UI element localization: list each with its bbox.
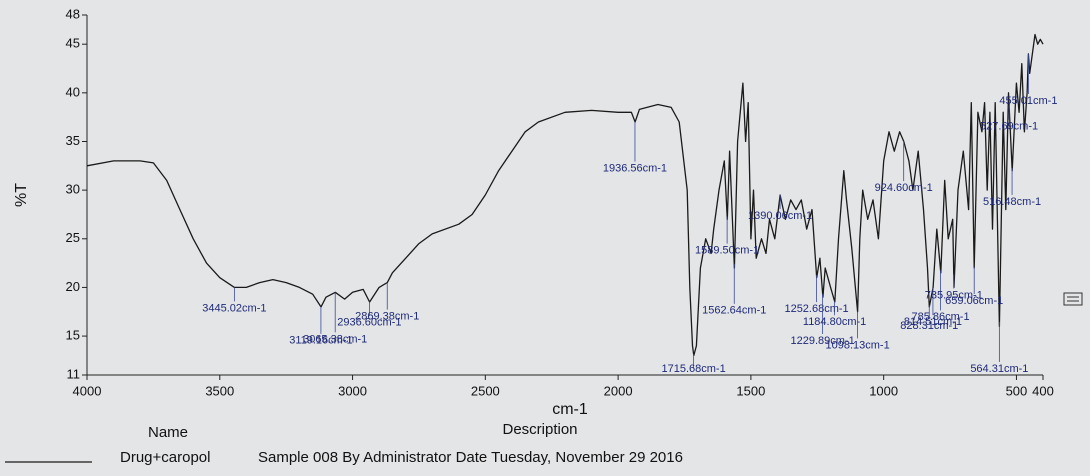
peak-label: 1229.89cm-1 (791, 335, 855, 347)
x-tick-label: 3000 (338, 383, 367, 398)
y-tick-label: 15 (66, 328, 80, 343)
peak-label: 3065.38cm-1 (303, 333, 367, 345)
y-tick-label: 45 (66, 36, 80, 51)
peak-label: 1098.13cm-1 (825, 339, 889, 351)
peak-label: 2936.60cm-1 (337, 317, 401, 329)
peak-label: 828.31cm-1 (900, 320, 958, 332)
x-tick-label: 2000 (604, 383, 633, 398)
x-tick-label: 2500 (471, 383, 500, 398)
x-tick-label: 4000 (73, 383, 102, 398)
y-tick-label: 20 (66, 279, 80, 294)
peak-label: 1715.68cm-1 (662, 363, 726, 375)
peak-label: 659.06cm-1 (945, 295, 1003, 307)
peak-label: 1390.06cm-1 (748, 210, 812, 222)
x-tick-label: 1500 (736, 383, 765, 398)
peak-label: 1252.68cm-1 (784, 303, 848, 315)
peak-label: 516.48cm-1 (983, 196, 1041, 208)
x-axis-label: cm-1 (552, 401, 588, 418)
peak-label: 2869.38cm-1 (355, 311, 419, 323)
x-tick-label: 1000 (869, 383, 898, 398)
peak-label: 1562.64cm-1 (702, 305, 766, 317)
y-axis-label: %T (13, 183, 30, 207)
y-tick-label: 25 (66, 230, 80, 245)
x-tick-label: 400 (1032, 383, 1054, 398)
peak-label: 3445.02cm-1 (202, 302, 266, 314)
menu-icon[interactable] (1063, 292, 1083, 306)
peak-label: 564.31cm-1 (970, 363, 1028, 375)
y-tick-label: 35 (66, 133, 80, 148)
icon-frame[interactable] (1063, 292, 1083, 306)
peak-label: 814.51cm-1 (904, 316, 962, 328)
y-tick-label: 40 (66, 84, 80, 99)
y-tick-label: 30 (66, 182, 80, 197)
peak-label: 1184.80cm-1 (803, 316, 866, 328)
legend-label: Drug+caropol (120, 449, 210, 466)
x-tick-label: 3500 (205, 383, 234, 398)
y-tick-label: 48 (66, 6, 80, 21)
peak-label: 735.95cm-1 (925, 289, 983, 301)
legend-description: Sample 008 By Administrator Date Tuesday… (258, 449, 683, 466)
x-tick-label: 500 (1006, 383, 1028, 398)
legend-header: Description (502, 421, 577, 438)
legend-header: Name (148, 424, 188, 441)
peak-label: 1936.56cm-1 (603, 163, 667, 175)
peak-label: 924.60cm-1 (875, 182, 933, 194)
y-tick-label: 11 (67, 366, 81, 381)
peak-label: 527.69cm-1 (980, 121, 1038, 133)
peak-label: 3119.16cm-1 (289, 335, 352, 347)
peak-label: 1589.50cm-1 (695, 245, 759, 257)
peak-label: 455.01cm-1 (999, 95, 1057, 107)
peak-label: 785.86cm-1 (911, 311, 969, 323)
